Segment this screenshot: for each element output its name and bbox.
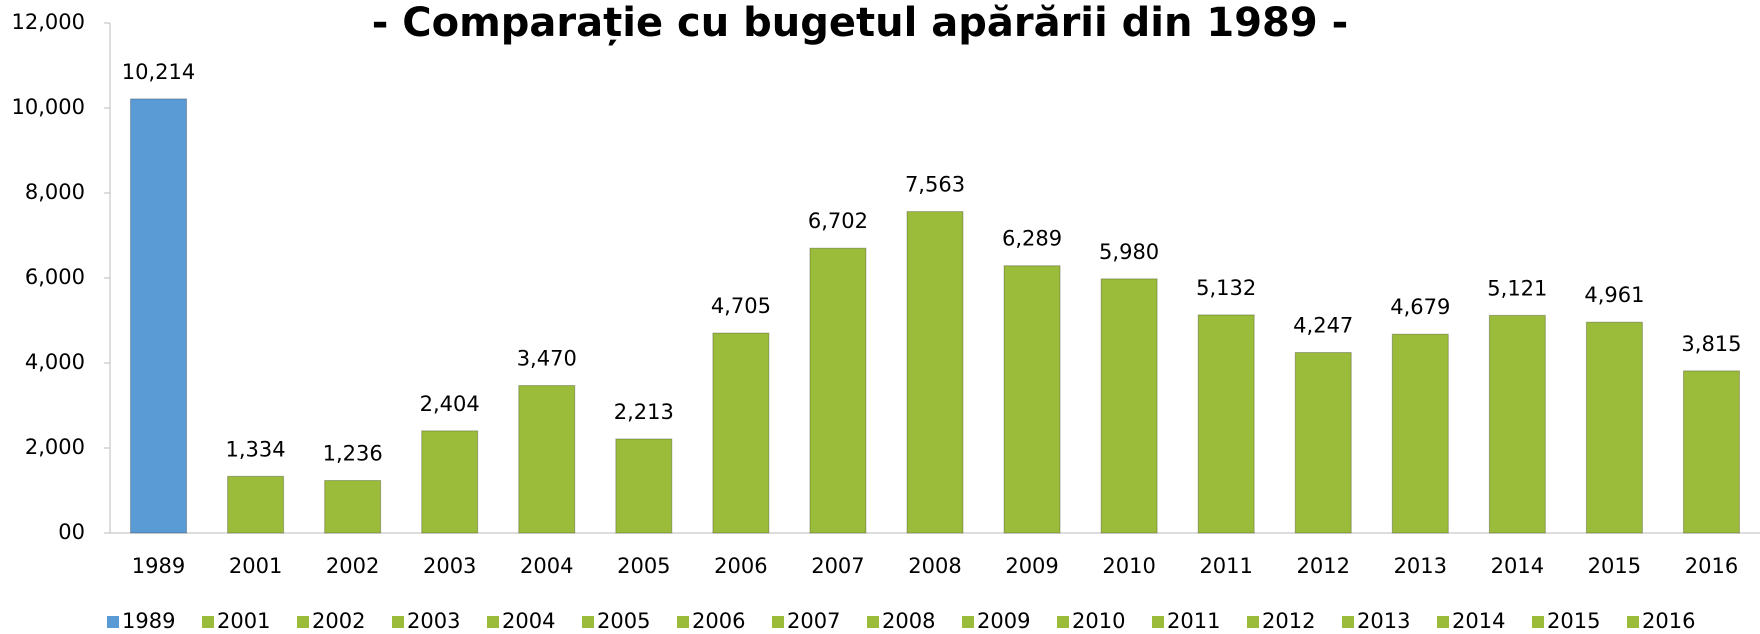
x-tick-label: 2010 [1102, 554, 1155, 578]
legend-label: 2001 [217, 609, 270, 633]
legend-swatch [107, 616, 119, 628]
x-tick-label: 2003 [423, 554, 476, 578]
x-tick-label: 2001 [229, 554, 282, 578]
x-tick-label: 2006 [714, 554, 767, 578]
bar [809, 247, 867, 534]
data-label: 6,289 [1002, 227, 1062, 251]
x-tick-label: 2016 [1685, 554, 1738, 578]
bar [1294, 352, 1352, 534]
x-tick-label: 2007 [811, 554, 864, 578]
legend-swatch [1342, 616, 1354, 628]
data-label: 1,236 [323, 441, 383, 465]
y-tick-label: 8,000 [25, 180, 85, 204]
legend-swatch [1437, 616, 1449, 628]
bar [1585, 321, 1643, 534]
legend-label: 2011 [1167, 609, 1220, 633]
data-label: 1,334 [226, 437, 286, 461]
x-tick-label: 2009 [1005, 554, 1058, 578]
legend-label: 1989 [122, 609, 175, 633]
x-tick-label: 2005 [617, 554, 670, 578]
chart-title: - Comparație cu bugetul apărării din 198… [372, 0, 1349, 46]
legend-swatch [202, 616, 214, 628]
y-tick-label: 12,000 [12, 10, 85, 34]
bar [1100, 278, 1158, 534]
legend-label: 2006 [692, 609, 745, 633]
legend-swatch [1152, 616, 1164, 628]
data-label: 4,247 [1293, 314, 1353, 338]
legend-label: 2014 [1452, 609, 1505, 633]
data-label: 6,702 [808, 209, 868, 233]
bar [615, 438, 673, 534]
legend-label: 2010 [1072, 609, 1125, 633]
bar [1391, 333, 1449, 534]
bar [227, 475, 285, 534]
legend-swatch [867, 616, 879, 628]
bar [906, 211, 964, 534]
data-label: 3,470 [517, 347, 577, 371]
y-tick-label: 00 [58, 520, 85, 544]
x-tick-label: 2012 [1297, 554, 1350, 578]
data-label: 5,121 [1487, 276, 1547, 300]
data-label: 10,214 [122, 60, 195, 84]
legend-swatch [297, 616, 309, 628]
x-tick-label: 2004 [520, 554, 573, 578]
data-label: 5,980 [1099, 240, 1159, 264]
bar [1682, 370, 1740, 534]
legend-label: 2008 [882, 609, 935, 633]
legend-swatch [1627, 616, 1639, 628]
data-label: 2,213 [614, 400, 674, 424]
bar [712, 332, 770, 534]
bar [1003, 265, 1061, 534]
legend-swatch [772, 616, 784, 628]
bar [421, 430, 479, 534]
x-tick-label: 2013 [1394, 554, 1447, 578]
legend-swatch [1057, 616, 1069, 628]
legend-label: 2012 [1262, 609, 1315, 633]
data-label: 4,961 [1584, 283, 1644, 307]
legend-swatch [677, 616, 689, 628]
legend-label: 2009 [977, 609, 1030, 633]
x-tick-label: 2011 [1199, 554, 1252, 578]
legend-swatch [1532, 616, 1544, 628]
legend-label: 2004 [502, 609, 555, 633]
data-label: 4,679 [1390, 295, 1450, 319]
data-label: 2,404 [420, 392, 480, 416]
legend-swatch [392, 616, 404, 628]
y-tick-label: 10,000 [12, 95, 85, 119]
data-label: 7,563 [905, 173, 965, 197]
legend-swatch [582, 616, 594, 628]
legend-swatch [487, 616, 499, 628]
legend-swatch [962, 616, 974, 628]
data-label: 5,132 [1196, 276, 1256, 300]
legend-swatch [1247, 616, 1259, 628]
legend-label: 2015 [1547, 609, 1600, 633]
legend-label: 2007 [787, 609, 840, 633]
bar [1488, 314, 1546, 534]
x-tick-label: 2002 [326, 554, 379, 578]
y-tick-label: 6,000 [25, 265, 85, 289]
x-tick-label: 1989 [132, 554, 185, 578]
legend-label: 2002 [312, 609, 365, 633]
data-label: 3,815 [1681, 332, 1741, 356]
bar [130, 98, 188, 534]
bar [324, 479, 382, 534]
x-tick-label: 2008 [908, 554, 961, 578]
y-tick-label: 2,000 [25, 435, 85, 459]
bar [518, 385, 576, 534]
legend-label: 2013 [1357, 609, 1410, 633]
bar [1197, 314, 1255, 534]
x-tick-label: 2014 [1491, 554, 1544, 578]
x-tick-label: 2015 [1588, 554, 1641, 578]
legend-label: 2016 [1642, 609, 1695, 633]
legend-label: 2003 [407, 609, 460, 633]
legend-label: 2005 [597, 609, 650, 633]
y-tick-label: 4,000 [25, 350, 85, 374]
data-label: 4,705 [711, 294, 771, 318]
